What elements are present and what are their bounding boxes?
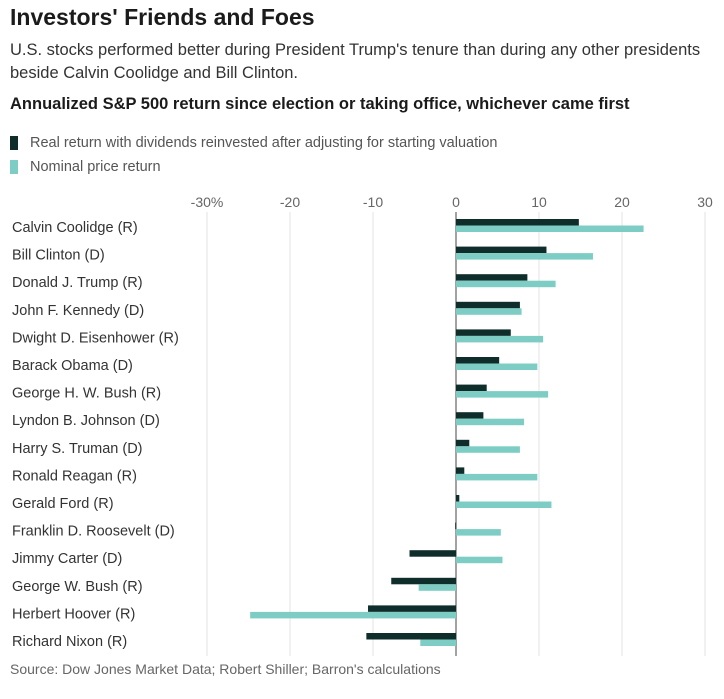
x-tick-label: 0: [452, 194, 460, 210]
legend-swatch-nominal: [10, 160, 18, 174]
bar-real-return: [455, 522, 457, 530]
bar-nominal-return: [456, 501, 552, 508]
bar-nominal-return: [456, 363, 538, 370]
category-label: Jimmy Carter (D): [12, 551, 122, 567]
category-label: Harry S. Truman (D): [12, 441, 143, 457]
bar-nominal-return: [456, 529, 501, 536]
bar-real-return: [456, 357, 500, 364]
bar-nominal-return: [456, 556, 503, 564]
bar-real-return: [409, 550, 456, 557]
category-label: Barack Obama (D): [12, 358, 133, 374]
category-label: Herbert Hoover (R): [12, 606, 135, 622]
bar-nominal-return: [456, 473, 538, 481]
x-tick-label: 30: [697, 194, 713, 210]
x-tick-label: -30%: [191, 194, 224, 210]
chart-subtitle: U.S. stocks performed better during Pres…: [10, 41, 701, 82]
category-label: Richard Nixon (R): [12, 634, 127, 650]
legend-label-nominal: Nominal price return: [30, 159, 161, 175]
bar-nominal-return: [420, 639, 456, 646]
bar-nominal-return: [456, 391, 549, 398]
legend-item-nominal: Nominal price return: [10, 159, 161, 175]
legend-swatch-real: [10, 136, 18, 150]
bar-real-return: [456, 412, 484, 419]
category-label: Dwight D. Eisenhower (R): [12, 330, 179, 346]
chart-title: Investors' Friends and Foes: [10, 4, 315, 30]
x-tick-label: 20: [614, 194, 630, 210]
bar-nominal-return: [456, 418, 525, 426]
category-label: George H. W. Bush (R): [12, 386, 161, 402]
category-label: George W. Bush (R): [12, 579, 143, 595]
bar-real-return: [456, 439, 470, 447]
x-tick-label: -20: [280, 194, 300, 210]
bar-real-return: [456, 246, 547, 254]
bar-nominal-return: [456, 253, 593, 260]
bar-real-return: [456, 384, 487, 392]
bar-real-return: [456, 301, 520, 309]
bar-real-return: [456, 467, 465, 474]
bar-real-return: [456, 495, 460, 502]
source-note: Source: Dow Jones Market Data; Robert Sh…: [10, 661, 441, 677]
category-label: Lyndon B. Johnson (D): [12, 413, 160, 429]
category-label: Gerald Ford (R): [12, 496, 114, 512]
chart-heading: Annualized S&P 500 return since election…: [10, 95, 630, 113]
legend-item-real: Real return with dividends reinvested af…: [10, 135, 497, 151]
bar-real-return: [391, 577, 456, 585]
bar-nominal-return: [456, 308, 522, 315]
bar-real-return: [366, 633, 456, 640]
category-label: Donald J. Trump (R): [12, 275, 143, 291]
category-label: John F. Kennedy (D): [12, 303, 144, 319]
bar-real-return: [456, 274, 528, 281]
category-label: Calvin Coolidge (R): [12, 220, 138, 236]
category-label: Franklin D. Roosevelt (D): [12, 524, 175, 540]
category-label: Ronald Reagan (R): [12, 468, 137, 484]
bar-nominal-return: [456, 446, 520, 453]
legend-label-real: Real return with dividends reinvested af…: [30, 135, 498, 151]
bar-nominal-return: [418, 584, 456, 591]
bar-nominal-return: [456, 225, 644, 232]
bar-real-return: [456, 329, 511, 336]
x-tick-label: 10: [531, 194, 547, 210]
bar-nominal-return: [250, 611, 456, 619]
category-label: Bill Clinton (D): [12, 248, 105, 264]
bar-real-return: [456, 219, 579, 226]
x-tick-label: -10: [363, 194, 383, 210]
bar-nominal-return: [456, 335, 544, 343]
bar-real-return: [368, 605, 456, 612]
bar-nominal-return: [456, 280, 556, 288]
